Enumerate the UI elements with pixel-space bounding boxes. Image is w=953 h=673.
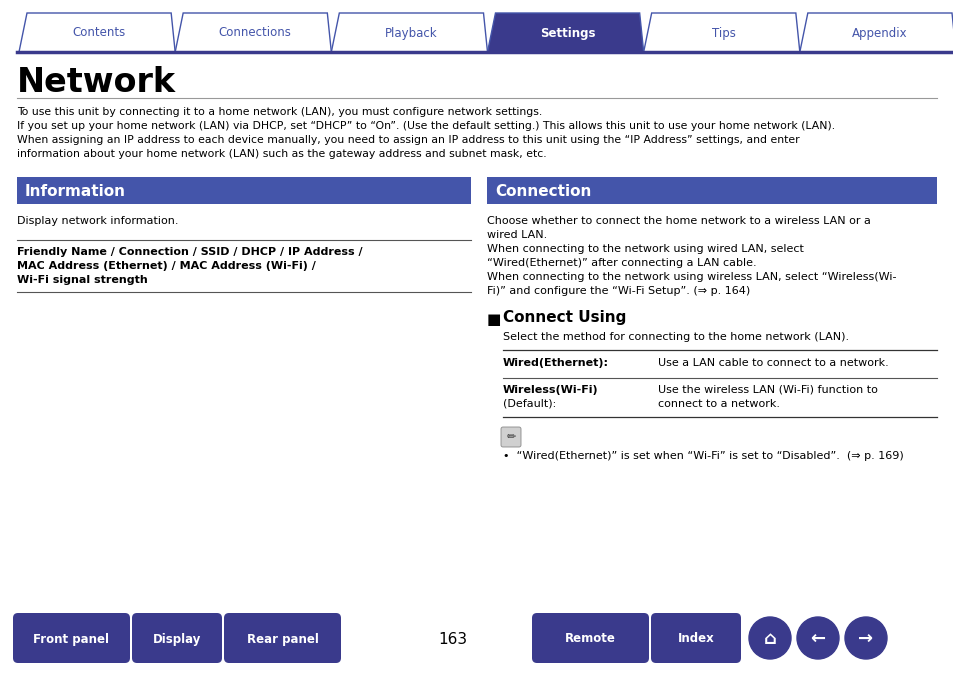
Text: “Wired(Ethernet)” after connecting a LAN cable.: “Wired(Ethernet)” after connecting a LAN…	[486, 258, 756, 268]
Text: If you set up your home network (LAN) via DHCP, set “DHCP” to “On”. (Use the def: If you set up your home network (LAN) vi…	[17, 121, 834, 131]
Polygon shape	[643, 13, 799, 52]
Polygon shape	[331, 13, 487, 52]
Text: MAC Address (Ethernet) / MAC Address (Wi-Fi) /: MAC Address (Ethernet) / MAC Address (Wi…	[17, 261, 315, 271]
Polygon shape	[175, 13, 331, 52]
Circle shape	[796, 617, 838, 659]
FancyBboxPatch shape	[224, 613, 340, 663]
Text: Select the method for connecting to the home network (LAN).: Select the method for connecting to the …	[502, 332, 848, 342]
Text: Front panel: Front panel	[33, 633, 110, 645]
Text: Appendix: Appendix	[851, 26, 906, 40]
Text: Connection: Connection	[495, 184, 591, 199]
Text: ←: ←	[810, 630, 824, 648]
Text: Display: Display	[152, 633, 201, 645]
Text: Settings: Settings	[539, 26, 595, 40]
FancyBboxPatch shape	[500, 427, 520, 447]
FancyBboxPatch shape	[132, 613, 222, 663]
Text: To use this unit by connecting it to a home network (LAN), you must configure ne: To use this unit by connecting it to a h…	[17, 107, 541, 117]
FancyBboxPatch shape	[13, 613, 130, 663]
Polygon shape	[799, 13, 953, 52]
Polygon shape	[487, 13, 643, 52]
Text: Wireless(Wi-Fi): Wireless(Wi-Fi)	[502, 385, 598, 395]
Text: Wired(Ethernet):: Wired(Ethernet):	[502, 358, 608, 368]
Text: Choose whether to connect the home network to a wireless LAN or a: Choose whether to connect the home netwo…	[486, 216, 870, 226]
Text: Contents: Contents	[72, 26, 126, 40]
Text: When connecting to the network using wireless LAN, select “Wireless(Wi-: When connecting to the network using wir…	[486, 272, 896, 282]
Text: ■: ■	[486, 312, 501, 327]
Text: Playback: Playback	[385, 26, 437, 40]
FancyBboxPatch shape	[17, 177, 471, 204]
Text: Use a LAN cable to connect to a network.: Use a LAN cable to connect to a network.	[658, 358, 888, 368]
Text: Tips: Tips	[711, 26, 735, 40]
Circle shape	[748, 617, 790, 659]
FancyBboxPatch shape	[650, 613, 740, 663]
Text: Wi-Fi signal strength: Wi-Fi signal strength	[17, 275, 148, 285]
Text: When assigning an IP address to each device manually, you need to assign an IP a: When assigning an IP address to each dev…	[17, 135, 799, 145]
Circle shape	[844, 617, 886, 659]
Text: ✏: ✏	[506, 432, 516, 442]
Text: •  “Wired(Ethernet)” is set when “Wi-Fi” is set to “Disabled”.  (⇒ p. 169): • “Wired(Ethernet)” is set when “Wi-Fi” …	[502, 451, 902, 461]
Text: Fi)” and configure the “Wi-Fi Setup”. (⇒ p. 164): Fi)” and configure the “Wi-Fi Setup”. (⇒…	[486, 286, 749, 296]
Text: Rear panel: Rear panel	[246, 633, 318, 645]
Text: ⌂: ⌂	[762, 630, 776, 648]
Text: When connecting to the network using wired LAN, select: When connecting to the network using wir…	[486, 244, 803, 254]
FancyBboxPatch shape	[532, 613, 648, 663]
Text: 163: 163	[438, 631, 467, 647]
FancyBboxPatch shape	[486, 177, 936, 204]
Text: Use the wireless LAN (Wi-Fi) function to: Use the wireless LAN (Wi-Fi) function to	[658, 385, 877, 395]
Text: (Default):: (Default):	[502, 399, 556, 409]
Text: Friendly Name / Connection / SSID / DHCP / IP Address /: Friendly Name / Connection / SSID / DHCP…	[17, 247, 362, 257]
Polygon shape	[19, 13, 175, 52]
Text: Index: Index	[677, 633, 714, 645]
Text: Remote: Remote	[564, 633, 616, 645]
Text: Information: Information	[25, 184, 126, 199]
Text: Connect Using: Connect Using	[502, 310, 626, 325]
Text: wired LAN.: wired LAN.	[486, 230, 547, 240]
Text: connect to a network.: connect to a network.	[658, 399, 780, 409]
Text: Connections: Connections	[218, 26, 292, 40]
Text: Network: Network	[17, 66, 175, 99]
Text: Display network information.: Display network information.	[17, 216, 178, 226]
Text: →: →	[858, 630, 873, 648]
Text: information about your home network (LAN) such as the gateway address and subnet: information about your home network (LAN…	[17, 149, 546, 159]
